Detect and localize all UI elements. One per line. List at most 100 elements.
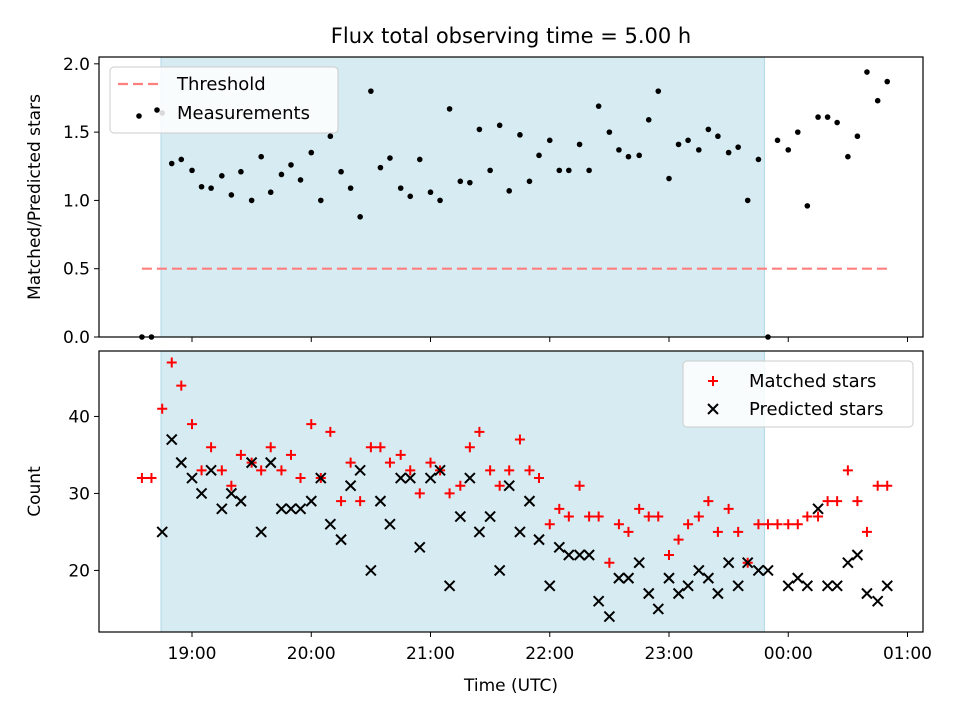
legend-predicted-label: Predicted stars [749, 399, 883, 420]
predicted-star-point [544, 580, 556, 592]
predicted-star-point [414, 541, 426, 554]
matched-star-point [712, 526, 723, 537]
measurement-point [735, 144, 741, 150]
measurement-point [864, 69, 870, 75]
predicted-star-point [622, 572, 635, 584]
predicted-star-point [503, 480, 515, 492]
y-tick-label: 0.0 [63, 328, 90, 348]
measurement-point [546, 137, 553, 144]
measurement-point [556, 167, 563, 174]
x-tick-label: 00:00 [764, 644, 813, 664]
measurement-point [338, 168, 344, 175]
legend-box [109, 66, 339, 134]
measurement-point [318, 197, 324, 204]
matched-star-point [336, 496, 347, 507]
observing-window-span [160, 350, 765, 633]
predicted-star-point [871, 595, 884, 607]
predicted-star-point [741, 557, 754, 569]
predicted-star-point [801, 580, 814, 592]
measurement-point [655, 88, 662, 94]
matched-star-point [504, 465, 515, 476]
matched-star-point [455, 480, 466, 491]
matched-star-point [136, 473, 147, 484]
matched-star-point [783, 519, 794, 530]
matched-star-point [306, 419, 317, 430]
matched-star-point [365, 442, 376, 453]
measurement-point [457, 178, 464, 185]
matched-star-point [474, 426, 485, 437]
matched-star-point [703, 496, 714, 507]
axes-frame [98, 350, 924, 633]
y-axis-label: Count [25, 466, 45, 517]
y-tick-label: 30 [68, 484, 90, 504]
predicted-star-point [533, 533, 545, 546]
matched-star-point [375, 442, 386, 453]
matched-star-point [146, 473, 157, 484]
measurement-point [616, 147, 622, 153]
measurement-point [288, 162, 294, 168]
measurement-point [755, 156, 762, 163]
bottom-panel: 20 30 40 19:00 20:00 21:00 22:00 23:00 00:00 01:0… [25, 351, 932, 664]
predicted-star-point [603, 610, 616, 623]
measurement-point [774, 137, 781, 144]
predicted-star-point [702, 572, 715, 584]
measurement-point [496, 122, 503, 129]
predicted-star-point [195, 487, 208, 500]
matched-star-point [683, 519, 694, 530]
predicted-star-point [693, 564, 705, 577]
matched-star-point [216, 465, 227, 476]
measurement-point [625, 153, 632, 160]
matched-star-point [444, 488, 455, 499]
predicted-star-point [523, 495, 536, 507]
measurement-point [824, 114, 831, 120]
predicted-star-point [493, 564, 506, 577]
matched-star-point [832, 496, 843, 507]
predicted-star-point [782, 580, 794, 592]
matched-star-point [235, 449, 246, 460]
measurement-point [884, 78, 891, 85]
matched-star-point [762, 519, 773, 530]
measurement-point [595, 103, 602, 109]
measurement-point [666, 175, 672, 182]
predicted-star-point [344, 480, 357, 492]
measurement-point [874, 97, 881, 104]
measurement-point [606, 129, 613, 135]
predicted-star-point [592, 595, 605, 607]
measurement-point [198, 183, 205, 190]
matched-star-point [872, 480, 883, 491]
predicted-star-point [354, 464, 366, 477]
measurement-point [278, 171, 285, 178]
measurement-point [297, 177, 304, 183]
predicted-star-point [553, 541, 566, 554]
measurement-point [804, 203, 811, 209]
measurement-point [208, 185, 214, 191]
matched-star-point [623, 526, 634, 537]
measurement-point [327, 133, 334, 140]
measurement-point [725, 149, 732, 156]
predicted-star-point [831, 580, 843, 592]
matched-star-point [196, 465, 207, 476]
measurement-point [517, 132, 523, 138]
matched-star-point [485, 465, 496, 476]
matched-star-point [206, 442, 217, 453]
x-axis-label: Time (UTC) [463, 676, 558, 696]
predicted-star-point [255, 526, 267, 538]
predicted-star-point [186, 472, 198, 484]
predicted-star-point [573, 549, 586, 561]
matched-star-point [414, 488, 425, 499]
predicted-star-point [166, 433, 178, 446]
predicted-star-point [821, 580, 834, 592]
predicted-star-point [275, 503, 288, 515]
predicted-star-point [881, 580, 893, 592]
legend-top: Threshold Measurements [109, 66, 339, 134]
matched-star-point [524, 465, 535, 476]
predicted-star-point [484, 510, 496, 523]
measurement-point [357, 214, 363, 220]
matched-star-point [157, 403, 168, 414]
measurement-point [785, 147, 792, 153]
measurement-point [675, 141, 682, 148]
predicted-star-point [722, 557, 735, 569]
predicted-star-point [473, 526, 486, 538]
